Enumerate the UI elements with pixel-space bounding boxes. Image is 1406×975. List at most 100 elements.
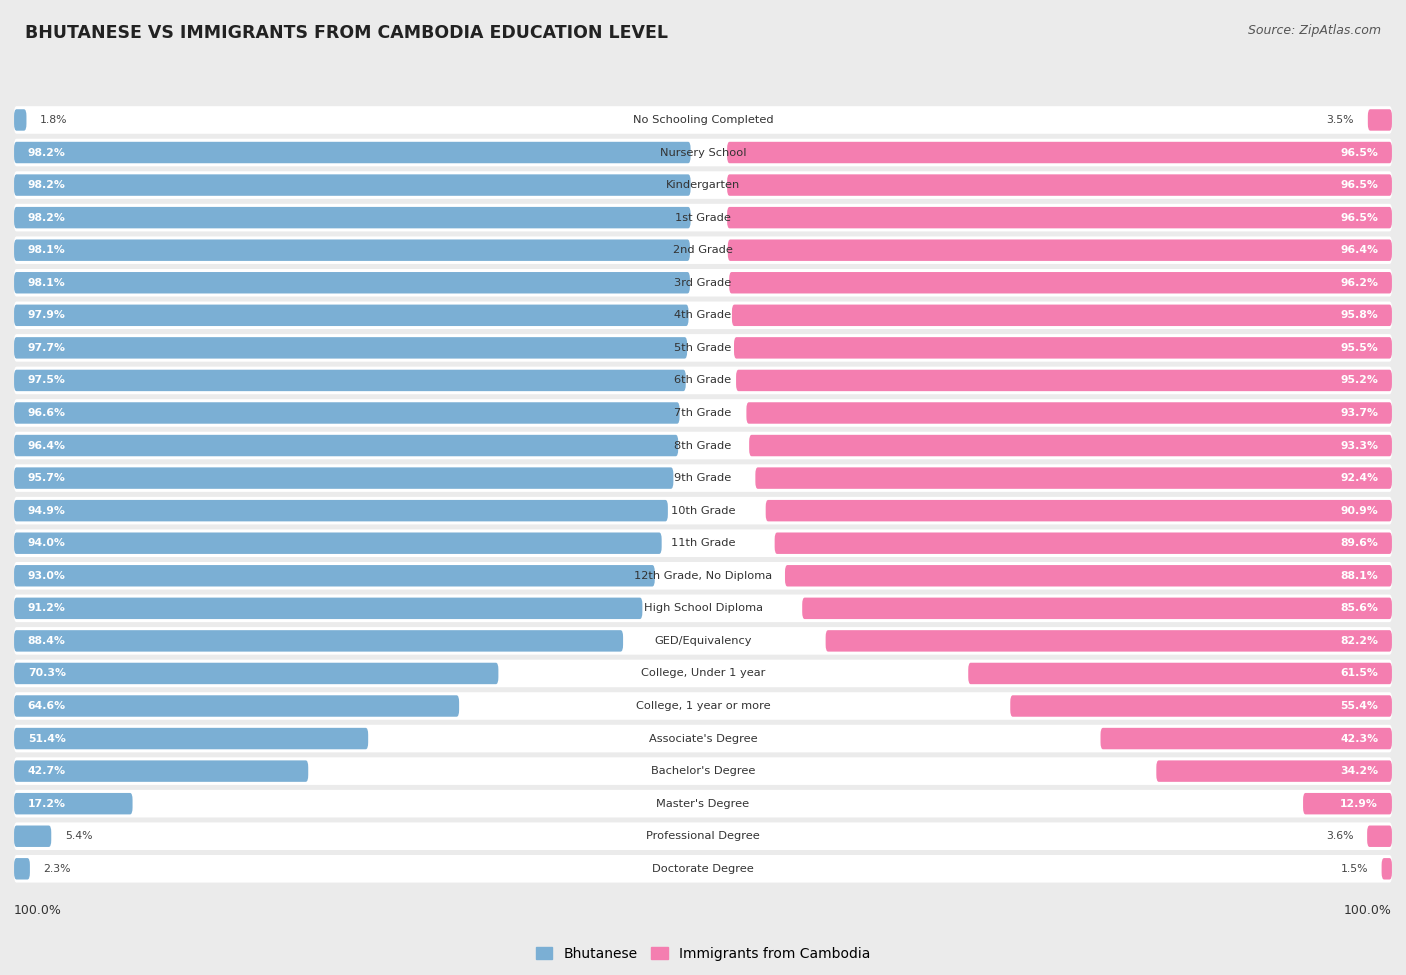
- Text: 96.5%: 96.5%: [1340, 147, 1378, 158]
- FancyBboxPatch shape: [775, 532, 1392, 554]
- Text: 88.1%: 88.1%: [1340, 570, 1378, 581]
- FancyBboxPatch shape: [825, 630, 1392, 651]
- FancyBboxPatch shape: [785, 566, 1392, 587]
- Text: 93.0%: 93.0%: [28, 570, 66, 581]
- Text: BHUTANESE VS IMMIGRANTS FROM CAMBODIA EDUCATION LEVEL: BHUTANESE VS IMMIGRANTS FROM CAMBODIA ED…: [25, 24, 668, 42]
- FancyBboxPatch shape: [14, 269, 1392, 296]
- Text: Nursery School: Nursery School: [659, 147, 747, 158]
- FancyBboxPatch shape: [749, 435, 1392, 456]
- Text: GED/Equivalency: GED/Equivalency: [654, 636, 752, 645]
- FancyBboxPatch shape: [14, 464, 1392, 491]
- FancyBboxPatch shape: [14, 172, 1392, 199]
- FancyBboxPatch shape: [14, 432, 1392, 459]
- FancyBboxPatch shape: [727, 141, 1392, 163]
- FancyBboxPatch shape: [14, 566, 655, 587]
- FancyBboxPatch shape: [14, 532, 662, 554]
- Text: 51.4%: 51.4%: [28, 733, 66, 744]
- Text: 96.6%: 96.6%: [28, 408, 66, 418]
- FancyBboxPatch shape: [14, 204, 1392, 231]
- FancyBboxPatch shape: [727, 207, 1392, 228]
- FancyBboxPatch shape: [14, 727, 368, 749]
- Text: 8th Grade: 8th Grade: [675, 441, 731, 450]
- FancyBboxPatch shape: [14, 630, 623, 651]
- FancyBboxPatch shape: [14, 692, 1392, 720]
- Text: 98.1%: 98.1%: [28, 245, 66, 255]
- FancyBboxPatch shape: [1011, 695, 1392, 717]
- FancyBboxPatch shape: [14, 367, 1392, 394]
- Text: Professional Degree: Professional Degree: [647, 832, 759, 841]
- Text: 1st Grade: 1st Grade: [675, 213, 731, 222]
- Text: 11th Grade: 11th Grade: [671, 538, 735, 548]
- Text: 2nd Grade: 2nd Grade: [673, 245, 733, 255]
- Text: 5th Grade: 5th Grade: [675, 343, 731, 353]
- FancyBboxPatch shape: [14, 175, 690, 196]
- Text: 95.7%: 95.7%: [28, 473, 66, 483]
- Text: 70.3%: 70.3%: [28, 669, 66, 679]
- Text: 96.4%: 96.4%: [1340, 245, 1378, 255]
- Text: 96.5%: 96.5%: [1340, 213, 1378, 222]
- FancyBboxPatch shape: [969, 663, 1392, 684]
- Text: 96.4%: 96.4%: [28, 441, 66, 450]
- FancyBboxPatch shape: [14, 724, 1392, 753]
- FancyBboxPatch shape: [14, 529, 1392, 557]
- Text: 98.2%: 98.2%: [28, 180, 66, 190]
- FancyBboxPatch shape: [14, 272, 690, 293]
- Text: 82.2%: 82.2%: [1340, 636, 1378, 645]
- FancyBboxPatch shape: [728, 240, 1392, 261]
- Text: 93.7%: 93.7%: [1340, 408, 1378, 418]
- FancyBboxPatch shape: [14, 660, 1392, 687]
- Text: 97.9%: 97.9%: [28, 310, 66, 321]
- Legend: Bhutanese, Immigrants from Cambodia: Bhutanese, Immigrants from Cambodia: [530, 942, 876, 966]
- Text: 95.8%: 95.8%: [1340, 310, 1378, 321]
- Text: 92.4%: 92.4%: [1340, 473, 1378, 483]
- FancyBboxPatch shape: [14, 858, 30, 879]
- FancyBboxPatch shape: [14, 595, 1392, 622]
- Text: 94.9%: 94.9%: [28, 506, 66, 516]
- Text: 88.4%: 88.4%: [28, 636, 66, 645]
- FancyBboxPatch shape: [755, 467, 1392, 488]
- FancyBboxPatch shape: [14, 598, 643, 619]
- Text: 61.5%: 61.5%: [1340, 669, 1378, 679]
- Text: 2.3%: 2.3%: [44, 864, 72, 874]
- FancyBboxPatch shape: [14, 236, 1392, 264]
- Text: 64.6%: 64.6%: [28, 701, 66, 711]
- Text: Master's Degree: Master's Degree: [657, 799, 749, 808]
- FancyBboxPatch shape: [1303, 793, 1392, 814]
- Text: 90.9%: 90.9%: [1340, 506, 1378, 516]
- Text: 4th Grade: 4th Grade: [675, 310, 731, 321]
- FancyBboxPatch shape: [14, 304, 689, 326]
- FancyBboxPatch shape: [1382, 858, 1392, 879]
- FancyBboxPatch shape: [14, 109, 27, 131]
- Text: Kindergarten: Kindergarten: [666, 180, 740, 190]
- Text: 6th Grade: 6th Grade: [675, 375, 731, 385]
- Text: 1.8%: 1.8%: [41, 115, 67, 125]
- Text: 12th Grade, No Diploma: 12th Grade, No Diploma: [634, 570, 772, 581]
- FancyBboxPatch shape: [14, 562, 1392, 590]
- Text: 85.6%: 85.6%: [1340, 604, 1378, 613]
- FancyBboxPatch shape: [14, 826, 51, 847]
- Text: 96.5%: 96.5%: [1340, 180, 1378, 190]
- FancyBboxPatch shape: [734, 337, 1392, 359]
- Text: Associate's Degree: Associate's Degree: [648, 733, 758, 744]
- Text: No Schooling Completed: No Schooling Completed: [633, 115, 773, 125]
- FancyBboxPatch shape: [14, 663, 498, 684]
- FancyBboxPatch shape: [14, 467, 673, 488]
- Text: 96.2%: 96.2%: [1340, 278, 1378, 288]
- Text: 42.3%: 42.3%: [1340, 733, 1378, 744]
- Text: 3.5%: 3.5%: [1326, 115, 1354, 125]
- Text: 97.7%: 97.7%: [28, 343, 66, 353]
- FancyBboxPatch shape: [14, 370, 686, 391]
- FancyBboxPatch shape: [14, 240, 690, 261]
- Text: 98.1%: 98.1%: [28, 278, 66, 288]
- FancyBboxPatch shape: [727, 175, 1392, 196]
- FancyBboxPatch shape: [14, 695, 460, 717]
- FancyBboxPatch shape: [14, 760, 308, 782]
- FancyBboxPatch shape: [14, 790, 1392, 817]
- FancyBboxPatch shape: [1367, 826, 1392, 847]
- Text: Bachelor's Degree: Bachelor's Degree: [651, 766, 755, 776]
- Text: 91.2%: 91.2%: [28, 604, 66, 613]
- FancyBboxPatch shape: [14, 855, 1392, 882]
- FancyBboxPatch shape: [14, 758, 1392, 785]
- Text: High School Diploma: High School Diploma: [644, 604, 762, 613]
- Text: 1.5%: 1.5%: [1340, 864, 1368, 874]
